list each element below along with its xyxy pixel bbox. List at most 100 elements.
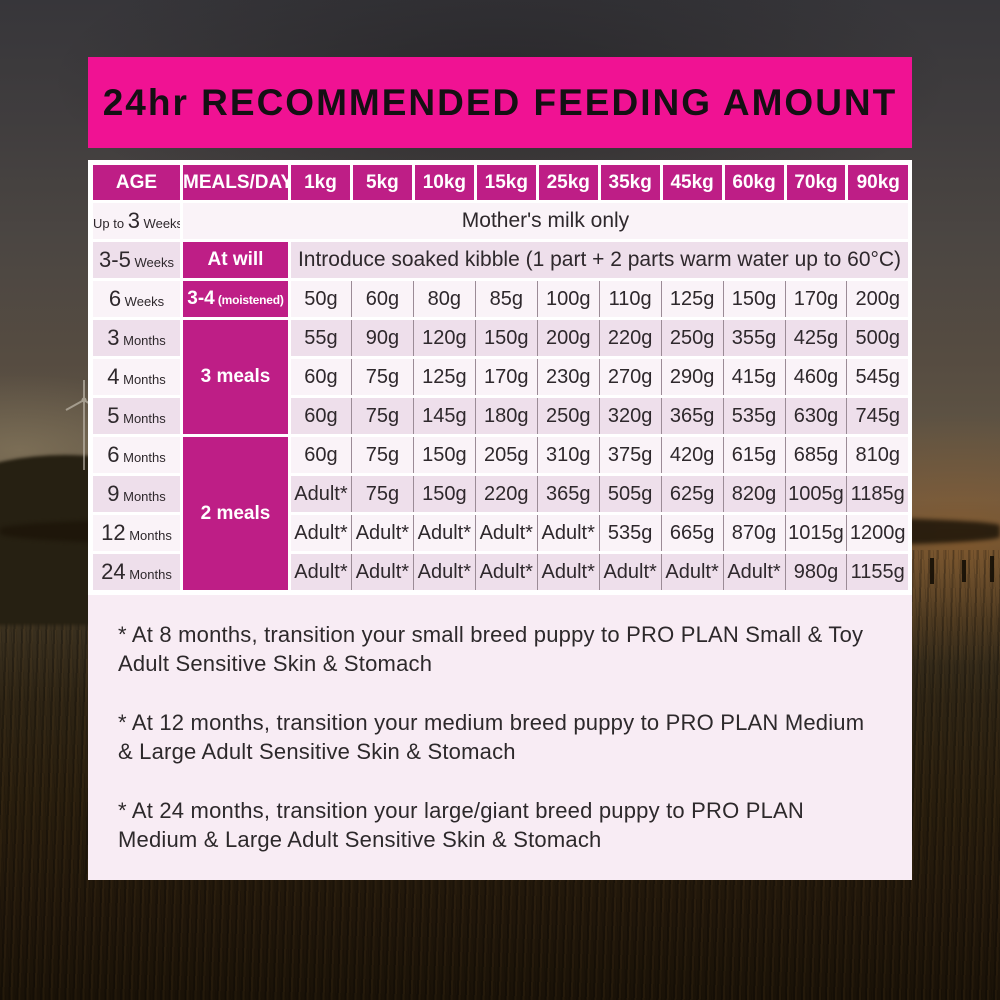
feeding-amount-cell: 150g: [722, 278, 786, 320]
feeding-amount-cell: 545g: [846, 356, 911, 398]
table-row: Up to 3 Weeks Mother's milk only: [90, 200, 910, 242]
feeding-amount-cell: 110g: [598, 278, 662, 320]
feeding-amount-cell: 250g: [536, 395, 600, 437]
feeding-amount-cell: 50g: [289, 278, 352, 320]
feeding-amount-cell: 425g: [784, 317, 848, 359]
age-cell: 3-5 Weeks: [90, 239, 183, 281]
column-header-10kg: 10kg: [411, 162, 477, 203]
feeding-amount-cell: 60g: [289, 395, 352, 437]
feeding-amount-cell: Adult*: [598, 551, 662, 593]
meals-per-day-cell: 3-4 (moistened): [180, 278, 291, 320]
feeding-amount-cell: 1155g: [846, 551, 911, 593]
feeding-amount-cell: Adult*: [536, 551, 600, 593]
feeding-amount-cell: 120g: [412, 317, 476, 359]
feeding-amount-cell: 75g: [350, 356, 414, 398]
table-row: 24 Months Adult* Adult* Adult* Adult* Adult* A…: [90, 551, 911, 593]
feeding-amount-cell: 150g: [412, 434, 476, 476]
feeding-amount-cell: 205g: [474, 434, 538, 476]
fence-post: [962, 560, 966, 582]
column-header-15kg: 15kg: [473, 162, 539, 203]
feeding-amount-cell: 415g: [722, 356, 786, 398]
meals-per-day-cell: 3 meals: [180, 317, 291, 437]
feeding-amount-cell: 200g: [536, 317, 600, 359]
meals-per-day-cell: 2 meals: [180, 434, 291, 593]
feeding-amount-cell: 745g: [846, 395, 911, 437]
feeding-amount-cell: 75g: [350, 473, 414, 515]
feeding-amount-cell: 75g: [350, 434, 414, 476]
column-header-1kg: 1kg: [288, 162, 353, 203]
column-header-90kg: 90kg: [845, 162, 911, 203]
feeding-amount-cell: 145g: [412, 395, 476, 437]
feeding-amount-cell: 150g: [412, 473, 476, 515]
feeding-amount-cell: 55g: [289, 317, 352, 359]
feeding-amount-cell: 125g: [660, 278, 724, 320]
table-row: 6 Weeks 3-4 (moistened) 50g 60g 80g 85g 100g 11…: [90, 278, 911, 320]
table-row: 12 Months Adult* Adult* Adult* Adult* Adult* 5…: [90, 512, 911, 554]
feeding-amount-cell: 820g: [722, 473, 786, 515]
meals-per-day-cell: At will: [180, 239, 291, 281]
feeding-amount-cell: 60g: [289, 356, 352, 398]
column-header-45kg: 45kg: [659, 162, 725, 203]
feeding-amount-cell: 870g: [722, 512, 786, 554]
footnote-8-months: * At 8 months, transition your small bre…: [118, 622, 864, 677]
feeding-amount-cell: 320g: [598, 395, 662, 437]
feeding-amount-cell: 630g: [784, 395, 848, 437]
feeding-amount-cell: Adult*: [474, 551, 538, 593]
feeding-amount-cell: 220g: [598, 317, 662, 359]
age-cell: 6 Months: [90, 434, 183, 476]
feeding-amount-cell: Adult*: [660, 551, 724, 593]
table-row: 9 Months Adult* 75g 150g 220g 365g 505g 625g 820…: [90, 473, 911, 515]
feeding-amount-cell: 230g: [536, 356, 600, 398]
feeding-amount-cell: 75g: [350, 395, 414, 437]
feeding-amount-cell: Adult*: [350, 512, 414, 554]
feeding-amount-cell: 460g: [784, 356, 848, 398]
feeding-amount-cell: 310g: [536, 434, 600, 476]
feeding-amount-cell: 180g: [474, 395, 538, 437]
feeding-chart-sheet: AGE MEALS/DAY 1kg 5kg 10kg 15kg 25kg 35kg 45kg 60…: [88, 160, 912, 881]
feeding-amount-cell: 420g: [660, 434, 724, 476]
feeding-amount-cell: 625g: [660, 473, 724, 515]
column-header-meals-day: MEALS/DAY: [180, 162, 291, 203]
age-cell: 24 Months: [90, 551, 183, 593]
feeding-amount-cell: 170g: [474, 356, 538, 398]
feeding-amount-cell: 365g: [536, 473, 600, 515]
age-cell: 6 Weeks: [90, 278, 183, 320]
age-cell: 5 Months: [90, 395, 183, 437]
table-row: 6 Months 2 meals 60g 75g 150g 205g 310g 375g 420…: [90, 434, 911, 593]
feeding-amount-cell: 980g: [784, 551, 848, 593]
feeding-amount-cell: 85g: [474, 278, 538, 320]
feeding-amount-cell: Adult*: [722, 551, 786, 593]
feeding-amount-cell: Adult*: [289, 473, 352, 515]
table-row: 3-5 Weeks At will Introduce soaked kibble …: [90, 239, 910, 281]
feeding-amount-cell: 365g: [660, 395, 724, 437]
feeding-amount-cell: Adult*: [412, 551, 476, 593]
feeding-amount-cell: 1200g: [846, 512, 911, 554]
feeding-amount-cell: 355g: [722, 317, 786, 359]
feeding-amount-cell: 1015g: [784, 512, 848, 554]
feeding-table-panel: AGE MEALS/DAY 1kg 5kg 10kg 15kg 25kg 35kg 45kg 60…: [88, 160, 912, 595]
age-cell: 12 Months: [90, 512, 183, 554]
spanning-instruction-cell: Introduce soaked kibble (1 part + 2 part…: [288, 239, 910, 281]
feeding-amount-cell: 100g: [536, 278, 600, 320]
footnote-24-months: * At 24 months, transition your large/gi…: [118, 798, 805, 853]
feeding-amount-cell: 150g: [474, 317, 538, 359]
fence-post: [990, 556, 994, 582]
feeding-amount-cell: 665g: [660, 512, 724, 554]
feeding-amount-cell: 1005g: [784, 473, 848, 515]
table-header-row: AGE MEALS/DAY 1kg 5kg 10kg 15kg 25kg 35kg 45kg 60…: [90, 162, 911, 203]
age-cell: 9 Months: [90, 473, 183, 515]
feeding-amount-cell: 60g: [350, 278, 414, 320]
spanning-instruction-cell: Mother's milk only: [180, 200, 910, 242]
table-row: 3 Months 3 meals 55g 90g 120g 150g 200g 220g 250…: [90, 317, 911, 437]
feeding-amount-cell: 170g: [784, 278, 848, 320]
feeding-amount-cell: 535g: [598, 512, 662, 554]
table-row: 4 Months 60g 75g 125g 170g 230g 270g 290g 415g 46…: [90, 356, 911, 398]
footnote-12-months: * At 12 months, transition your medium b…: [118, 710, 865, 765]
feeding-amount-cell: Adult*: [350, 551, 414, 593]
feeding-amount-cell: Adult*: [536, 512, 600, 554]
footnotes-block: * At 8 months, transition your small bre…: [88, 595, 912, 881]
age-cell: 3 Months: [90, 317, 183, 359]
feeding-amount-cell: 220g: [474, 473, 538, 515]
feeding-amount-cell: 125g: [412, 356, 476, 398]
feeding-amount-cell: 500g: [846, 317, 911, 359]
